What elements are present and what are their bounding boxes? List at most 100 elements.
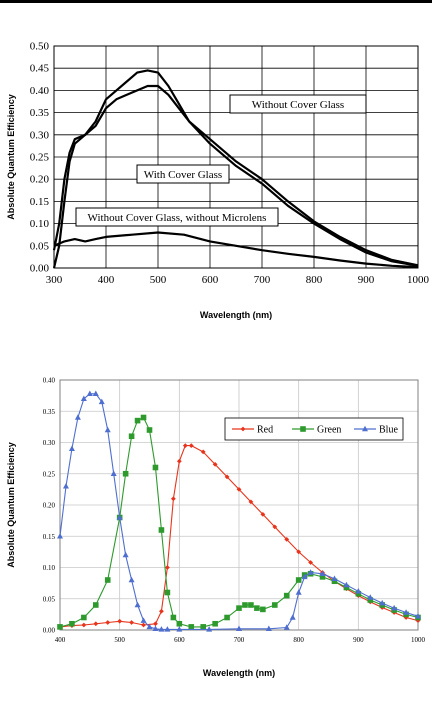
chart2-point-blue bbox=[319, 570, 326, 576]
chart2-point-green bbox=[104, 577, 111, 583]
chart2-point-green bbox=[331, 578, 338, 585]
chart2-point-green bbox=[152, 464, 159, 471]
chart2-point-green bbox=[272, 602, 278, 608]
chart2-point-blue bbox=[283, 624, 290, 630]
chart1-ytick-label: 0.45 bbox=[30, 63, 50, 75]
chart2-ytick-label: 0.20 bbox=[43, 502, 56, 510]
chart2-ytick-label: 0.35 bbox=[43, 408, 56, 416]
chart2-point-red bbox=[93, 621, 99, 627]
chart2-point-green bbox=[81, 614, 87, 621]
chart2-point-red bbox=[176, 458, 182, 464]
chart2-point-red bbox=[415, 618, 421, 624]
chart2-point-red bbox=[308, 560, 313, 565]
chart2-point-red bbox=[159, 608, 164, 614]
chart1-series-line-3 bbox=[53, 231, 419, 269]
chart1-ytick-label: 0.15 bbox=[30, 196, 50, 208]
chart2-point-blue bbox=[68, 445, 75, 451]
chart2-point-green bbox=[212, 620, 218, 627]
chart2-point-blue bbox=[146, 623, 153, 630]
chart2-point-green bbox=[200, 624, 206, 630]
chart2-point-red bbox=[165, 565, 170, 570]
chart2-point-green bbox=[176, 620, 183, 627]
chart2-point-red bbox=[105, 620, 111, 625]
chart1-ytick-label: 0.25 bbox=[30, 152, 50, 164]
chart2-legend-label-green: Green bbox=[317, 425, 341, 436]
chart2-legend-marker-red bbox=[240, 426, 246, 432]
chart1-xtick-label: 700 bbox=[254, 274, 271, 286]
chart2-point-red bbox=[248, 499, 254, 505]
chart2-point-blue bbox=[391, 604, 398, 611]
chart1-xtick-label: 500 bbox=[150, 274, 167, 286]
chart1-annotation-label: Without Cover Glass, without Microlens bbox=[88, 212, 267, 224]
chart2-xtick-label: 800 bbox=[293, 636, 304, 644]
chart2-point-blue bbox=[74, 414, 81, 420]
chart2-point-green bbox=[170, 614, 177, 621]
chart2-point-blue bbox=[295, 589, 302, 595]
chart2-ytick-label: 0.30 bbox=[43, 439, 56, 447]
chart2-point-green bbox=[146, 427, 153, 433]
chart2-point-blue bbox=[80, 395, 87, 401]
chart2-point-blue bbox=[62, 483, 69, 489]
chart2-point-blue bbox=[164, 626, 171, 632]
chart2-point-blue bbox=[331, 575, 338, 581]
chart2-point-blue bbox=[307, 569, 314, 575]
chart1-ytick-label: 0.30 bbox=[30, 129, 50, 141]
chart2-point-blue bbox=[116, 514, 123, 520]
chart1-annotation-box bbox=[229, 94, 367, 114]
chart2-point-green bbox=[69, 620, 75, 627]
chart1-xtick-label: 800 bbox=[306, 274, 323, 286]
chart2-ytick-label: 0.40 bbox=[43, 377, 56, 385]
chart1-ytick-label: 0.20 bbox=[30, 174, 50, 186]
chart1-annotation-box bbox=[136, 164, 230, 184]
chart2-point-blue bbox=[265, 625, 272, 631]
chart2-xtick-label: 900 bbox=[353, 636, 364, 644]
chart1-xtick-label: 900 bbox=[358, 274, 375, 286]
chart2-point-blue bbox=[98, 398, 105, 405]
chart2-point-blue bbox=[379, 599, 386, 606]
chart2-point-red bbox=[224, 474, 230, 480]
chart2-point-green bbox=[343, 584, 350, 591]
chart2-point-green bbox=[128, 433, 135, 440]
chart2-point-red bbox=[200, 449, 206, 455]
chart2-point-green bbox=[260, 606, 266, 613]
chart2-point-blue bbox=[152, 625, 159, 631]
chart2-point-blue bbox=[343, 581, 350, 588]
chart2-point-blue bbox=[104, 426, 111, 433]
chart2-legend-marker-blue bbox=[362, 425, 368, 432]
chart2-x-axis-title: Wavelength (nm) bbox=[203, 668, 275, 678]
chart2-point-red bbox=[153, 621, 158, 627]
chart2-point-red bbox=[117, 618, 123, 624]
chart2-ytick-label: 0.05 bbox=[43, 595, 56, 603]
chart2-legend-label-blue: Blue bbox=[379, 425, 398, 436]
chart1-ytick-label: 0.00 bbox=[30, 263, 50, 275]
chart1-series-line-1 bbox=[52, 69, 419, 269]
chart2-point-blue bbox=[92, 390, 99, 396]
chart1-xtick-label: 400 bbox=[98, 274, 115, 286]
chart2-y-axis-title: Absolute Quantum Efficiency bbox=[6, 442, 16, 568]
chart2-point-red bbox=[170, 496, 176, 502]
chart1-annotation-label: Without Cover Glass bbox=[252, 99, 344, 111]
chart2-point-blue bbox=[355, 588, 362, 594]
chart1-xtick-label: 1000 bbox=[407, 274, 430, 286]
chart2-ytick-label: 0.25 bbox=[43, 470, 56, 478]
chart2-legend-label-red: Red bbox=[257, 425, 273, 436]
chart2-ytick-label: 0.00 bbox=[43, 627, 56, 635]
chart1-ytick-label: 0.10 bbox=[30, 218, 50, 230]
chart1-ytick-label: 0.40 bbox=[30, 85, 50, 97]
chart1-xtick-label: 300 bbox=[46, 274, 63, 286]
chart2-xtick-label: 1000 bbox=[411, 636, 426, 644]
chart2-point-blue bbox=[236, 625, 242, 631]
chart2-point-blue bbox=[289, 614, 296, 620]
chart2-point-green bbox=[236, 605, 242, 611]
chart2-point-green bbox=[242, 602, 248, 608]
chart2-point-blue bbox=[140, 617, 147, 623]
chart2-point-blue bbox=[176, 626, 183, 632]
chart2-point-green bbox=[319, 574, 326, 580]
chart2-point-green bbox=[224, 614, 230, 621]
top-rule bbox=[0, 0, 432, 3]
chart2-xtick-label: 600 bbox=[174, 636, 185, 644]
chart2-point-green bbox=[93, 602, 99, 608]
chart2-point-red bbox=[272, 524, 278, 530]
chart1-annotation-box bbox=[75, 207, 279, 227]
